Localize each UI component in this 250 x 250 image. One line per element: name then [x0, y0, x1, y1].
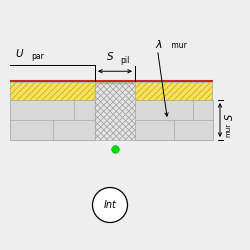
Text: pil: pil	[120, 56, 130, 65]
Bar	[135, 100, 212, 140]
Text: Int: Int	[104, 200, 117, 210]
Circle shape	[92, 188, 128, 222]
Bar	[10, 82, 212, 100]
Text: $U$: $U$	[15, 47, 25, 59]
Text: $S$: $S$	[223, 114, 235, 122]
Text: $\lambda$: $\lambda$	[155, 38, 163, 50]
Text: $S$: $S$	[106, 50, 114, 62]
Text: mur: mur	[169, 41, 186, 50]
Text: par: par	[31, 52, 44, 61]
Text: mur: mur	[226, 123, 232, 137]
Bar	[10, 100, 95, 140]
Bar	[95, 82, 135, 140]
